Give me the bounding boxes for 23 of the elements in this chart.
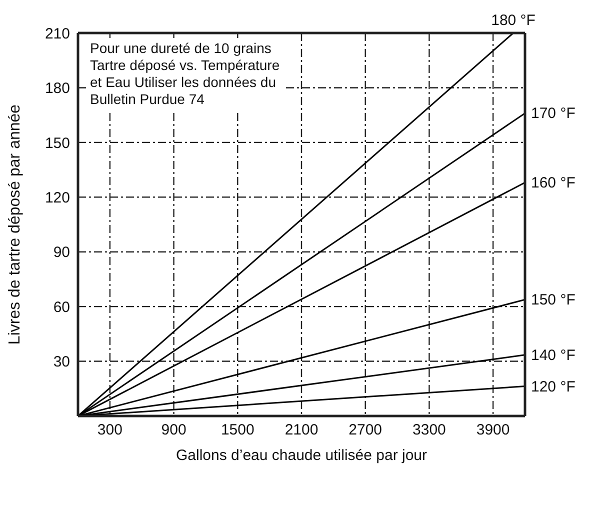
x-tick-label: 3900	[476, 422, 510, 439]
y-tick-label: 210	[44, 25, 70, 42]
series-label: 160 °F	[531, 174, 576, 192]
x-tick-label: 1500	[220, 422, 254, 439]
y-axis-title: Livres de tartre déposé par année	[6, 104, 24, 345]
x-tick-label: 2100	[284, 422, 318, 439]
y-tick-label: 150	[44, 134, 70, 152]
y-tick-label: 30	[53, 354, 70, 371]
series-label: 180 °F	[491, 12, 536, 29]
x-tick-label: 2700	[348, 422, 382, 439]
x-axis-title: Gallons d’eau chaude utilisée par jour	[176, 447, 427, 464]
x-tick-label: 3300	[412, 422, 446, 439]
series-label: 120 °F	[531, 378, 576, 396]
series-label: 140 °F	[531, 346, 576, 364]
series-label: 170 °F	[531, 105, 576, 122]
y-tick-label: 90	[53, 244, 70, 262]
y-tick-label: 180	[44, 80, 70, 98]
y-tick-label: 120	[44, 189, 70, 206]
y-tick-label: 60	[53, 298, 70, 316]
x-tick-label: 300	[97, 422, 122, 439]
series-label: 150 °F	[531, 292, 576, 309]
annotation: Pour une dureté de 10 grains Tartre déposé vs. Température et Eau Utiliser les données du Bulletin Purdue 74	[86, 38, 284, 110]
x-tick-label: 900	[161, 422, 186, 439]
